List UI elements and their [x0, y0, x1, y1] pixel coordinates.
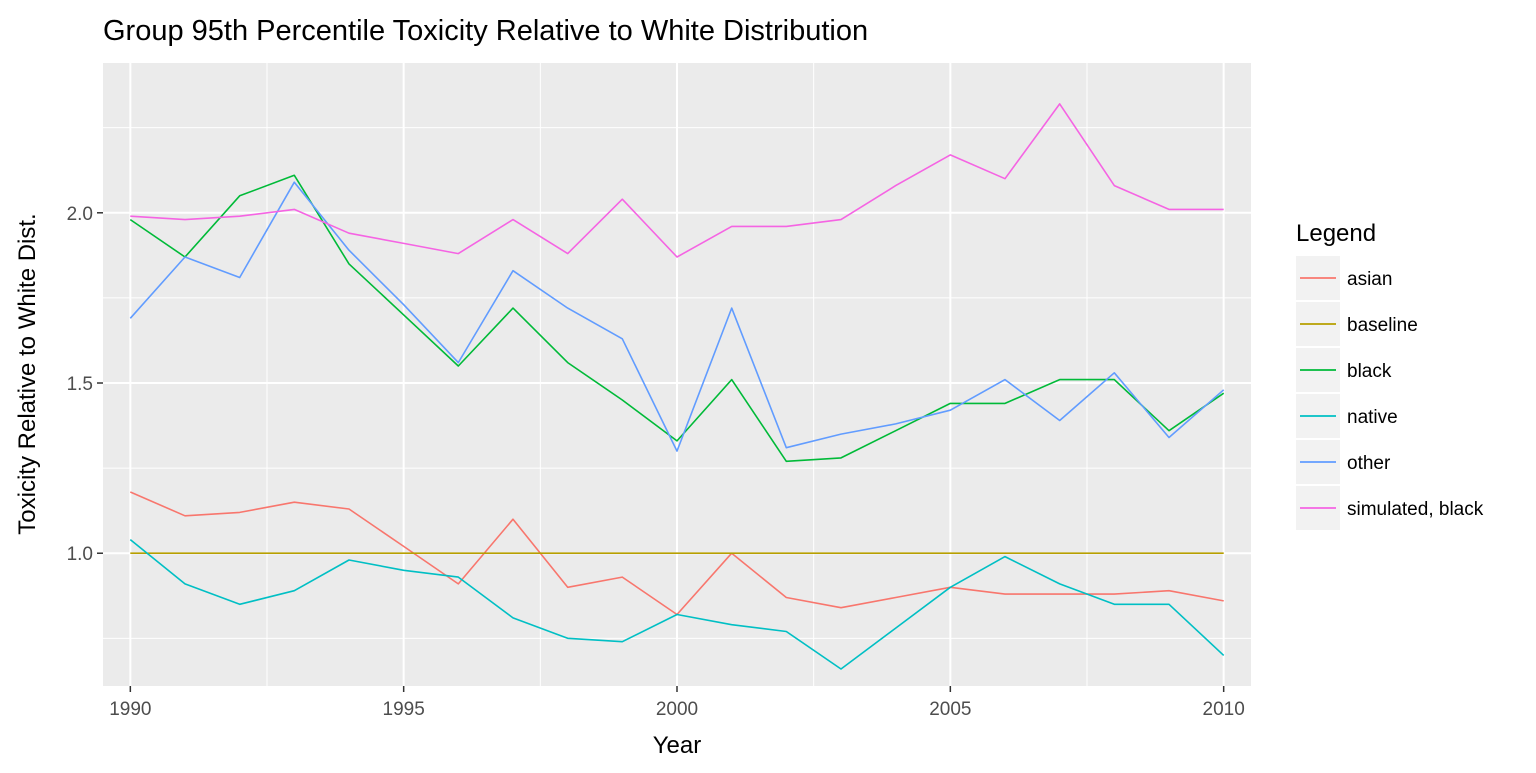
legend-label: other — [1347, 453, 1391, 474]
legend-label: baseline — [1347, 315, 1418, 336]
legend-item-asian: asian — [1296, 256, 1392, 300]
x-tick-label: 2000 — [656, 699, 698, 720]
legend: Legend asian baseline black native other simu… — [1296, 220, 1484, 530]
y-axis-title: Toxicity Relative to White Dist. — [14, 213, 41, 534]
legend-label: asian — [1347, 269, 1392, 290]
y-tick-label: 1.5 — [67, 374, 93, 395]
x-tick-label: 2005 — [929, 699, 971, 720]
series-line-native — [129, 538, 1225, 670]
legend-item-black: black — [1296, 348, 1392, 392]
legend-item-baseline: baseline — [1296, 302, 1418, 346]
x-tick-label: 2010 — [1203, 699, 1245, 720]
x-axis-title: Year — [653, 732, 702, 759]
legend-label: simulated, black — [1347, 499, 1484, 520]
series-line-other — [129, 181, 1225, 452]
legend-items: asian baseline black native other simulated, … — [1296, 256, 1484, 530]
y-tick-label: 1.0 — [67, 544, 93, 565]
legend-item-other: other — [1296, 440, 1391, 484]
chart-title: Group 95th Percentile Toxicity Relative … — [103, 15, 868, 47]
legend-item-simulated-black: simulated, black — [1296, 486, 1484, 530]
series-line-simulated-black — [130, 103, 1224, 258]
legend-item-native: native — [1296, 394, 1398, 438]
y-axis: 1.0 1.5 2.0 — [67, 204, 103, 565]
y-tick-label: 2.0 — [67, 204, 93, 225]
legend-title: Legend — [1296, 220, 1376, 247]
legend-label: black — [1347, 361, 1392, 382]
x-axis: 1990 1995 2000 2005 2010 — [109, 686, 1245, 720]
x-tick-label: 1990 — [109, 699, 151, 720]
legend-label: native — [1347, 407, 1398, 428]
series-lines — [129, 103, 1225, 670]
x-tick-label: 1995 — [383, 699, 425, 720]
